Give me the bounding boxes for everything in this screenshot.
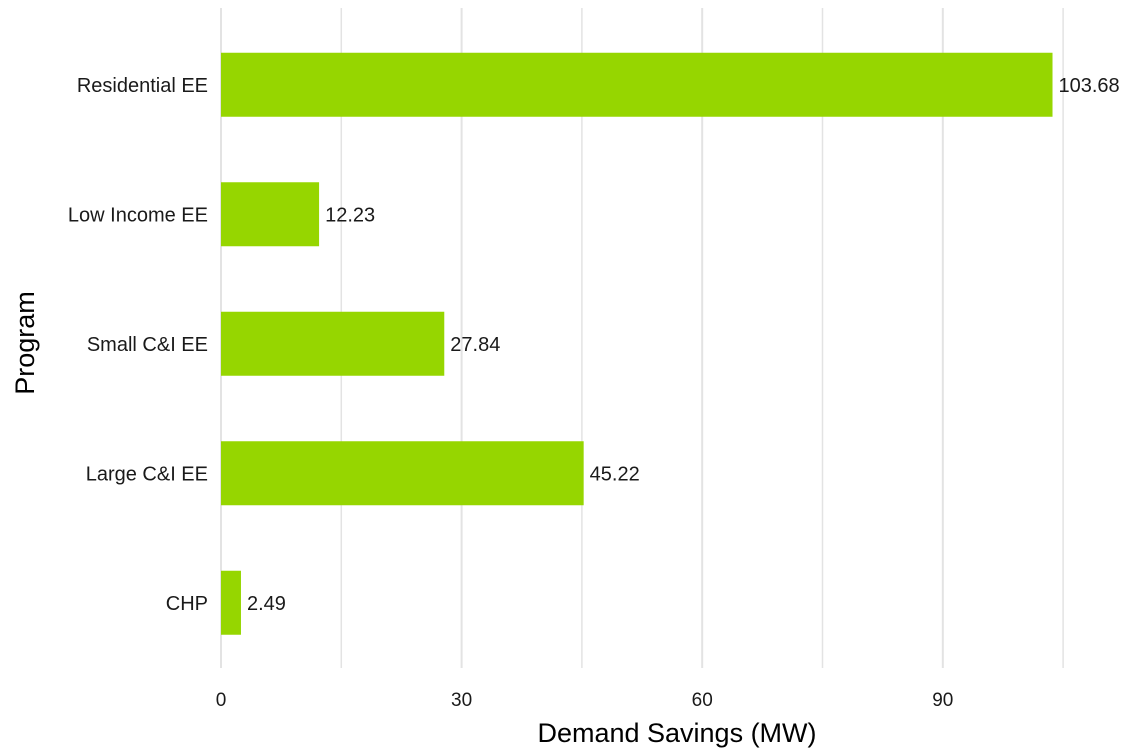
bar-0	[221, 52, 1053, 117]
bar-3	[221, 441, 584, 506]
value-label-3: 45.22	[590, 463, 640, 485]
bar-4	[221, 570, 241, 635]
category-label-0: Residential EE	[77, 75, 208, 97]
value-label-1: 12.23	[325, 204, 375, 226]
bar-1	[221, 182, 320, 247]
bar-2	[221, 311, 445, 376]
labels: 0 30 60 90 103.68 Residential EE 12.23 Low Inco…	[68, 75, 1120, 711]
bars	[221, 52, 1053, 635]
category-label-3: Large C&I EE	[86, 463, 208, 485]
x-tick-label-2: 60	[692, 690, 713, 711]
category-label-4: CHP	[166, 593, 208, 615]
value-label-4: 2.49	[247, 593, 286, 615]
x-tick-label-3: 90	[932, 690, 953, 711]
value-label-2: 27.84	[450, 334, 500, 356]
value-label-0: 103.68	[1059, 75, 1120, 97]
x-axis-title: Demand Savings (MW)	[537, 718, 816, 748]
x-tick-label-0: 0	[216, 690, 227, 711]
y-axis-title: Program	[10, 291, 40, 395]
category-label-1: Low Income EE	[68, 204, 208, 226]
category-label-2: Small C&I EE	[87, 334, 208, 356]
x-tick-label-1: 30	[451, 690, 472, 711]
